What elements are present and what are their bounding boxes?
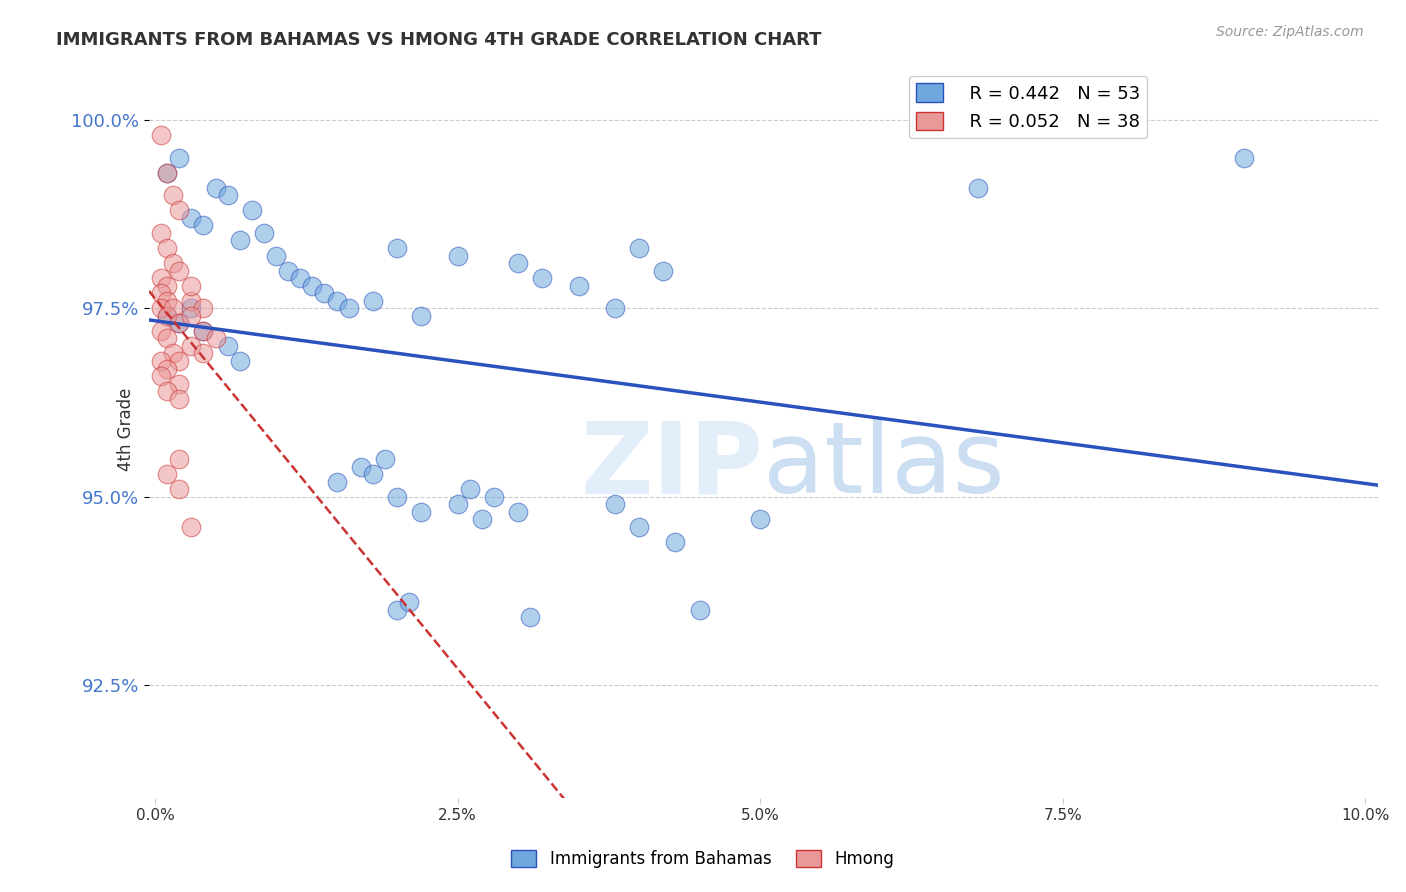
Point <box>229 354 252 368</box>
Point <box>162 256 184 270</box>
Point <box>290 271 312 285</box>
Point <box>664 534 686 549</box>
Point <box>167 452 190 467</box>
Point <box>277 263 299 277</box>
Point <box>446 248 468 262</box>
Point <box>180 293 202 308</box>
Point <box>325 293 347 308</box>
Point <box>350 459 373 474</box>
Point <box>156 467 179 481</box>
Point <box>264 248 287 262</box>
Text: atlas: atlas <box>763 417 1005 515</box>
Point <box>150 286 173 301</box>
Point <box>180 339 202 353</box>
Point <box>385 241 408 255</box>
Point <box>471 512 494 526</box>
Point <box>458 482 481 496</box>
Point <box>156 278 179 293</box>
Point <box>628 520 651 534</box>
Point <box>150 226 173 240</box>
Point <box>193 301 215 316</box>
Point <box>1233 151 1256 165</box>
Point <box>167 151 190 165</box>
Point <box>193 219 215 233</box>
Point <box>229 234 252 248</box>
Point <box>253 226 276 240</box>
Point <box>162 346 184 360</box>
Point <box>568 278 591 293</box>
Point <box>446 497 468 511</box>
Point <box>167 316 190 330</box>
Legend: Immigrants from Bahamas, Hmong: Immigrants from Bahamas, Hmong <box>505 843 901 875</box>
Point <box>167 376 190 391</box>
Point <box>411 505 433 519</box>
Point <box>162 301 184 316</box>
Text: IMMIGRANTS FROM BAHAMAS VS HMONG 4TH GRADE CORRELATION CHART: IMMIGRANTS FROM BAHAMAS VS HMONG 4TH GRA… <box>56 31 821 49</box>
Point <box>652 263 675 277</box>
Point <box>361 293 384 308</box>
Point <box>967 180 990 194</box>
Point <box>156 293 179 308</box>
Point <box>217 339 239 353</box>
Point <box>180 309 202 323</box>
Point <box>156 384 179 399</box>
Point <box>150 354 173 368</box>
Point <box>193 346 215 360</box>
Point <box>167 354 190 368</box>
Point <box>603 301 626 316</box>
Point <box>240 203 263 218</box>
Legend:   R = 0.442   N = 53,   R = 0.052   N = 38: R = 0.442 N = 53, R = 0.052 N = 38 <box>910 76 1147 138</box>
Point <box>156 361 179 376</box>
Point <box>162 188 184 202</box>
Point <box>301 278 323 293</box>
Point <box>398 595 420 609</box>
Y-axis label: 4th Grade: 4th Grade <box>117 387 135 470</box>
Point <box>180 520 202 534</box>
Point <box>180 278 202 293</box>
Point <box>156 166 179 180</box>
Point <box>150 271 173 285</box>
Point <box>150 369 173 384</box>
Text: ZIP: ZIP <box>581 417 763 515</box>
Point <box>193 324 215 338</box>
Point <box>150 324 173 338</box>
Point <box>156 241 179 255</box>
Point <box>749 512 772 526</box>
Point <box>167 392 190 406</box>
Point <box>508 256 530 270</box>
Point <box>156 166 179 180</box>
Point <box>204 180 226 194</box>
Point <box>531 271 554 285</box>
Point <box>156 309 179 323</box>
Point <box>325 475 347 489</box>
Point <box>217 188 239 202</box>
Point <box>156 331 179 345</box>
Point <box>374 452 396 467</box>
Point <box>411 309 433 323</box>
Point <box>167 203 190 218</box>
Point <box>180 211 202 225</box>
Point <box>204 331 226 345</box>
Point <box>628 241 651 255</box>
Point <box>385 490 408 504</box>
Point <box>482 490 505 504</box>
Point <box>167 263 190 277</box>
Text: Source: ZipAtlas.com: Source: ZipAtlas.com <box>1216 25 1364 39</box>
Point <box>167 316 190 330</box>
Point <box>150 301 173 316</box>
Point <box>508 505 530 519</box>
Point <box>193 324 215 338</box>
Point <box>361 467 384 481</box>
Point <box>519 610 541 624</box>
Point <box>314 286 336 301</box>
Point <box>156 309 179 323</box>
Point <box>180 301 202 316</box>
Point <box>167 482 190 496</box>
Point <box>150 128 173 142</box>
Point <box>689 602 711 616</box>
Point <box>603 497 626 511</box>
Point <box>385 602 408 616</box>
Point <box>337 301 360 316</box>
